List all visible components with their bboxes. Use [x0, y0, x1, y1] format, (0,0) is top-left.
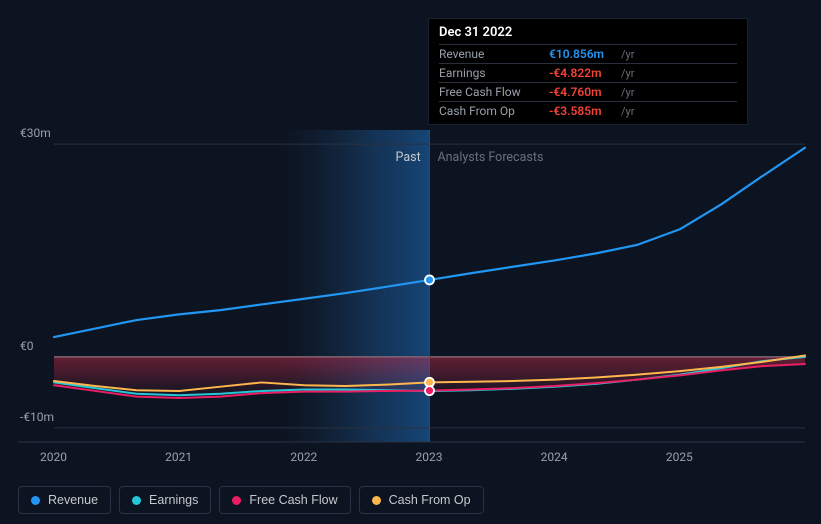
tooltip-row-label: Earnings — [439, 66, 549, 80]
tooltip-row-unit: /yr — [621, 105, 634, 118]
x-tick-label: 2025 — [666, 450, 693, 464]
x-tick-label: 2023 — [416, 450, 443, 464]
legend-item-label: Revenue — [48, 493, 98, 507]
legend-item-revenue[interactable]: Revenue — [18, 486, 111, 514]
x-tick-label: 2021 — [165, 450, 192, 464]
hover-tooltip: Dec 31 2022 Revenue€10.856m/yrEarnings-€… — [428, 18, 748, 125]
tooltip-title: Dec 31 2022 — [439, 25, 737, 45]
tooltip-row-value: -€3.585m — [549, 104, 619, 118]
tooltip-row-unit: /yr — [621, 67, 634, 80]
tooltip-row-unit: /yr — [621, 48, 634, 61]
legend-item-label: Cash From Op — [389, 493, 471, 507]
tooltip-row: Free Cash Flow-€4.760m/yr — [439, 83, 737, 102]
y-tick-label: €30m — [20, 126, 51, 140]
legend-item-fcf[interactable]: Free Cash Flow — [219, 486, 350, 514]
region-label-forecast: Analysts Forecasts — [438, 150, 544, 165]
legend-item-label: Earnings — [149, 493, 198, 507]
legend-dot-icon — [372, 496, 381, 505]
legend-item-earnings[interactable]: Earnings — [119, 486, 211, 514]
tooltip-row: Cash From Op-€3.585m/yr — [439, 102, 737, 120]
tooltip-row-label: Revenue — [439, 47, 549, 61]
legend-item-cfo[interactable]: Cash From Op — [359, 486, 484, 514]
tooltip-row-value: -€4.760m — [549, 85, 619, 99]
tooltip-row-value: -€4.822m — [549, 66, 619, 80]
legend-dot-icon — [232, 496, 241, 505]
y-tick-label: -€10m — [20, 410, 54, 424]
region-label-past: Past — [396, 150, 421, 165]
y-tick-label: €0 — [20, 339, 34, 353]
legend: Revenue Earnings Free Cash Flow Cash From O… — [18, 486, 484, 514]
tooltip-row-label: Cash From Op — [439, 104, 549, 118]
tooltip-row: Revenue€10.856m/yr — [439, 45, 737, 64]
legend-item-label: Free Cash Flow — [249, 493, 337, 507]
financials-chart: €30m €0 -€10m 2020 2021 2022 2023 2024 2025 Pas… — [0, 0, 821, 524]
tooltip-row-unit: /yr — [621, 86, 634, 99]
tooltip-row-value: €10.856m — [549, 47, 619, 61]
legend-dot-icon — [132, 496, 141, 505]
tooltip-row-label: Free Cash Flow — [439, 85, 549, 99]
tooltip-row: Earnings-€4.822m/yr — [439, 64, 737, 83]
x-tick-label: 2024 — [541, 450, 568, 464]
legend-dot-icon — [31, 496, 40, 505]
x-tick-label: 2020 — [40, 450, 67, 464]
x-tick-label: 2022 — [290, 450, 317, 464]
